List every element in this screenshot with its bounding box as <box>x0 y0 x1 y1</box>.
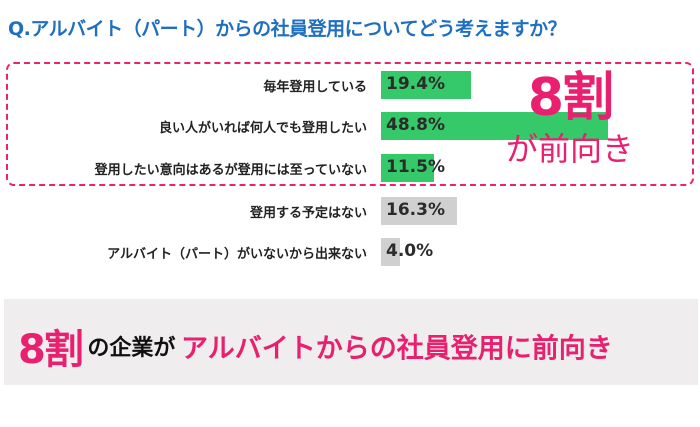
callout: 8割 が前向き <box>500 70 640 168</box>
highlight-dashed-box <box>6 62 694 186</box>
bar <box>381 71 472 99</box>
bar-label: 登用する予定はない <box>249 206 367 221</box>
bar <box>381 197 457 225</box>
bar <box>381 154 435 182</box>
bar-label: 毎年登用している <box>263 80 367 95</box>
bar-value: 11.5% <box>386 157 445 177</box>
bar-value: 4.0% <box>386 241 434 261</box>
banner-pink: アルバイトからの社員登用に前向き <box>181 333 613 365</box>
bar-value: 48.8% <box>386 115 445 135</box>
bar-row: 登用したい意向はあるが登用には至っていない 11.5% <box>0 154 700 182</box>
summary-banner: 8割 の企業が アルバイトからの社員登用に前向き <box>4 299 698 385</box>
callout-big: 8割 <box>527 68 614 128</box>
bar <box>381 238 400 266</box>
bar-label: 登用したい意向はあるが登用には至っていない <box>94 163 367 178</box>
bar-label: 良い人がいれば何人でも登用したい <box>158 121 367 136</box>
chart-title: Q.アルバイト（パート）からの社員登用についてどう考えますか？ <box>8 18 567 40</box>
banner-mid: の企業が <box>87 336 176 361</box>
callout-small: が前向き <box>505 130 634 168</box>
bar-row: 登用する予定はない 16.3% <box>0 197 700 225</box>
bar-value: 16.3% <box>386 200 445 220</box>
bar <box>381 112 608 140</box>
bar-value: 19.4% <box>386 74 445 94</box>
bar-label: アルバイト（パート）がいないから出来ない <box>107 247 367 262</box>
bar-row: 良い人がいれば何人でも登用したい 48.8% <box>0 112 700 140</box>
bar-row: 毎年登用している 19.4% <box>0 71 700 99</box>
banner-big: 8割 <box>18 327 84 373</box>
bar-row: アルバイト（パート）がいないから出来ない 4.0% <box>0 238 700 266</box>
